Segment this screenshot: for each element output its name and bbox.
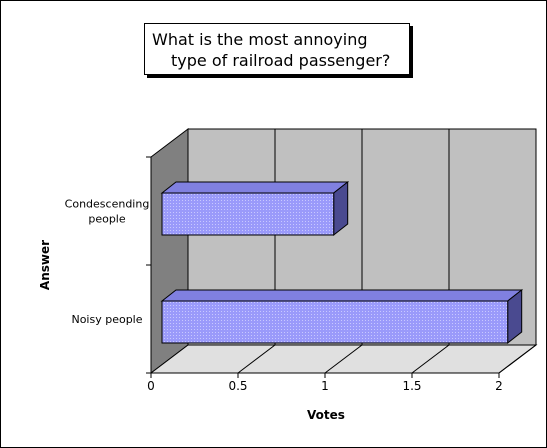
bar-top-face — [160, 289, 524, 302]
chart-title-line-1: What is the most annoying — [152, 30, 368, 49]
category-label: people — [88, 213, 126, 226]
category-label: Condescending — [65, 198, 150, 211]
x-tick-label: 0 — [147, 379, 155, 393]
x-tick-label: 2 — [495, 379, 503, 393]
x-tick-label: 1 — [321, 379, 329, 393]
x-axis-title: Votes — [307, 408, 345, 422]
gridline-floor — [237, 344, 276, 374]
chart-title-line-2: type of railroad passenger? — [171, 51, 391, 70]
y-axis-title: Answer — [38, 240, 52, 290]
x-tick-label: 1.5 — [402, 379, 421, 393]
gridline-floor — [324, 344, 363, 374]
bar — [161, 300, 509, 344]
gridline-floor — [411, 344, 450, 374]
bar-top-face — [160, 181, 350, 194]
x-tick-label: 0.5 — [228, 379, 247, 393]
bar — [161, 192, 335, 236]
gridline-floor — [498, 344, 537, 374]
chart-title-box: What is the most annoying type of railro… — [144, 23, 410, 75]
category-label: Noisy people — [71, 313, 142, 326]
